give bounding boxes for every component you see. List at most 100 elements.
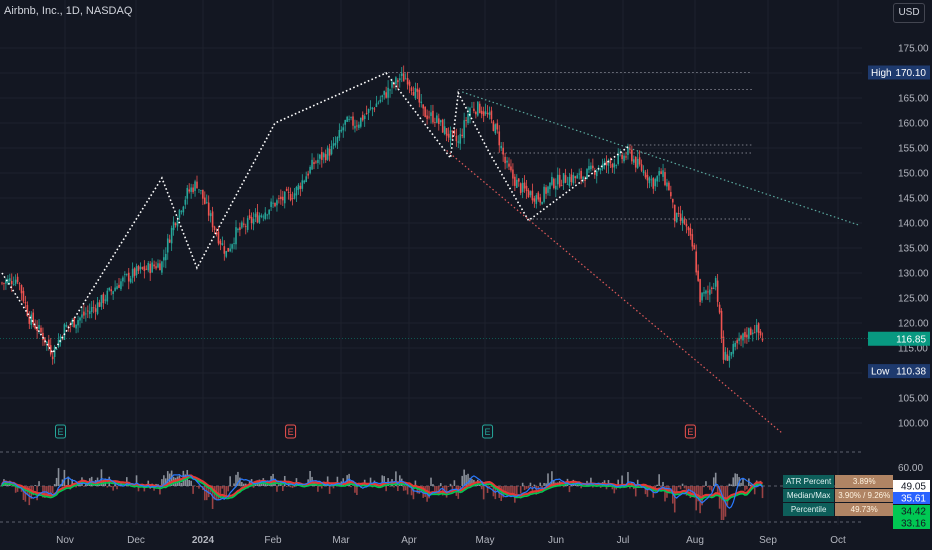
candle-body <box>90 307 93 312</box>
y-tick-label: 100.00 <box>898 419 929 430</box>
earnings-marker[interactable]: E <box>482 424 494 439</box>
x-tick-label: Oct <box>830 535 846 546</box>
candle-body <box>127 272 130 282</box>
candle-body <box>453 130 456 135</box>
indicator-bar <box>447 486 450 487</box>
candle-body <box>722 336 725 360</box>
indicator-bar <box>531 486 534 494</box>
indicator-bar <box>49 486 52 497</box>
candle-body <box>151 262 153 273</box>
candle-body <box>650 179 653 181</box>
indicator-bar <box>510 486 512 496</box>
candle-body <box>732 344 735 354</box>
indicator-bar <box>163 475 165 486</box>
indicator-bar <box>83 486 85 487</box>
indicator-bar <box>67 476 70 486</box>
candle-body <box>400 73 403 76</box>
candle-body <box>106 290 109 302</box>
y-tick-label: 145.00 <box>898 194 929 205</box>
candle-body <box>104 299 107 301</box>
candle-body <box>625 156 627 158</box>
table-row: ATR Percent 3.89% <box>783 475 894 488</box>
candle-body <box>636 158 639 168</box>
candle-body <box>673 204 676 222</box>
indicator-bar <box>7 484 9 486</box>
candle-body <box>157 263 159 268</box>
candle-body <box>194 181 196 191</box>
indicator-bar <box>198 486 200 489</box>
indicator-bar <box>34 485 36 486</box>
indicator-bar <box>549 482 551 486</box>
candle-body <box>358 124 360 128</box>
earnings-marker[interactable]: E <box>684 424 696 439</box>
earnings-marker[interactable]: E <box>55 424 66 439</box>
indicator-bar <box>504 486 506 495</box>
candle-body <box>5 280 7 284</box>
candle-body <box>149 263 151 274</box>
indicator-bar <box>291 486 294 488</box>
earnings-marker-box <box>684 424 696 439</box>
indicator-bar <box>627 472 629 486</box>
candle-body <box>531 190 534 201</box>
indicator-bar <box>681 483 684 486</box>
time-axis[interactable]: Nov Dec 2024 Feb Mar Apr May Jun Jul Aug Sep Oct <box>56 535 846 546</box>
candle-body <box>418 89 421 103</box>
currency-button[interactable]: USD <box>893 3 925 23</box>
candle-body <box>555 185 557 190</box>
candle-body <box>63 324 66 341</box>
earnings-marker-box <box>285 424 297 439</box>
indicator-bar <box>459 486 462 489</box>
price-axis[interactable]: 100.00105.00110.00115.00120.00125.00130.… <box>898 44 929 475</box>
candle-body <box>129 278 132 283</box>
candle-body <box>527 190 530 198</box>
candle-body <box>163 257 165 261</box>
indicator-bar <box>512 486 514 494</box>
candle-body <box>20 284 23 294</box>
candle-body <box>133 268 136 276</box>
indicator-bar <box>24 486 27 502</box>
candle-body <box>404 78 407 80</box>
candle-body <box>313 162 315 165</box>
candle-body <box>742 333 744 341</box>
indicator-bar <box>533 484 536 486</box>
indicator-bar <box>658 474 660 486</box>
candle-body <box>116 286 118 290</box>
trendline-lower <box>446 150 783 434</box>
candle-body <box>170 227 173 244</box>
indicator-bar <box>63 469 66 486</box>
candle-body <box>662 170 664 177</box>
indicator-bar <box>617 479 619 486</box>
candle-body <box>744 331 746 338</box>
candle-body <box>558 174 561 187</box>
indicator-bar <box>523 486 526 491</box>
indicator-bar <box>490 486 493 487</box>
candle-body <box>377 102 380 104</box>
candle-body <box>44 337 46 343</box>
candle-body <box>311 159 313 170</box>
candle-body <box>256 211 259 223</box>
candle-body <box>517 178 520 182</box>
indicator-value-tag-bg <box>893 505 930 517</box>
symbol-title[interactable]: Airbnb, Inc., 1D, NASDAQ <box>4 5 133 17</box>
candle-body <box>65 325 68 327</box>
earnings-marker[interactable]: E <box>285 424 297 439</box>
candles <box>1 65 764 368</box>
indicator-bar <box>709 486 711 490</box>
indicator-bar <box>486 486 489 493</box>
candle-body <box>473 108 475 111</box>
candle-body <box>348 119 350 121</box>
high-price-tag-label: High <box>871 68 892 79</box>
candle-body <box>416 88 419 92</box>
candle-body <box>235 227 237 245</box>
indicator-bar <box>147 480 150 486</box>
indicator-bar <box>434 486 436 493</box>
candle-body <box>599 168 602 171</box>
indicator-bar <box>537 486 540 490</box>
candle-body <box>34 325 36 329</box>
candle-body <box>174 223 177 226</box>
indicator-bar <box>572 479 575 486</box>
candle-body <box>336 137 339 143</box>
indicator-bar <box>580 486 582 489</box>
